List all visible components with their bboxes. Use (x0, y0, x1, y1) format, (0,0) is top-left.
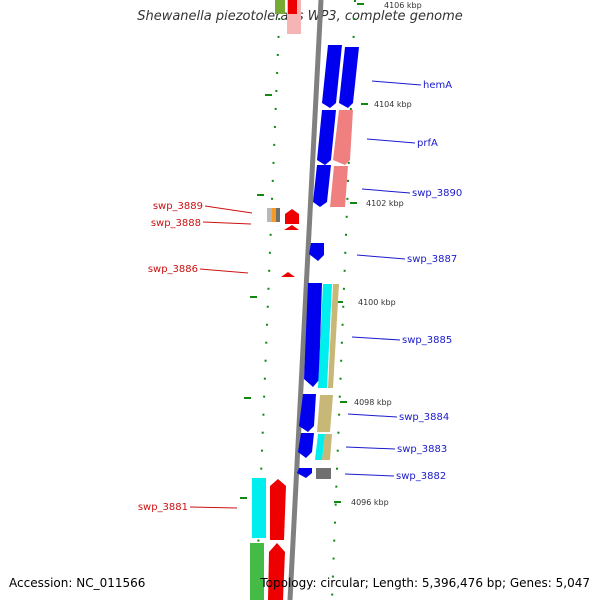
scale-label-4106: 4106 kbp (384, 1, 422, 10)
feature-swp-3884[interactable] (299, 394, 333, 432)
feature-top-olive[interactable] (275, 0, 285, 14)
callout-lines-right (344, 80, 422, 477)
major-ticks (334, 3, 368, 503)
scale-label-4096: 4096 kbp (351, 498, 389, 507)
feature-swp-3881[interactable] (252, 478, 286, 540)
inner-major-ticks (240, 94, 272, 499)
topology-text: Topology: circular; Length: 5,396,476 bp… (260, 576, 590, 590)
genome-backbone (287, 0, 324, 600)
feature-swp-3883[interactable] (298, 433, 332, 460)
gene-label-swp-3883[interactable]: swp_3883 (397, 444, 447, 455)
feature-swp-3885[interactable] (304, 283, 339, 388)
scale-label-4102: 4102 kbp (366, 199, 404, 208)
feature-swp-3889[interactable] (267, 208, 299, 224)
gene-label-swp-3889[interactable]: swp_3889 (153, 201, 203, 212)
gene-label-swp-3886[interactable]: swp_3886 (148, 264, 198, 275)
gene-label-swp-3888[interactable]: swp_3888 (151, 218, 201, 229)
feature-swp-3882[interactable] (297, 468, 331, 479)
feature-swp-3887[interactable] (309, 243, 324, 261)
gene-label-prfA[interactable]: prfA (417, 138, 438, 149)
feature-hemA[interactable] (322, 45, 359, 108)
feature-bottom-partial[interactable] (250, 543, 285, 600)
gene-label-swp-3882[interactable]: swp_3882 (396, 471, 446, 482)
feature-swp-3888[interactable] (284, 225, 299, 230)
gene-label-hemA[interactable]: hemA (423, 80, 452, 91)
gene-label-swp-3890[interactable]: swp_3890 (412, 188, 462, 199)
scale-label-4104: 4104 kbp (374, 100, 412, 109)
feature-swp-3890[interactable] (313, 165, 348, 207)
feature-swp-3886[interactable] (281, 272, 295, 277)
gene-label-swp-3884[interactable]: swp_3884 (399, 412, 449, 423)
callout-lines-left (189, 205, 253, 509)
feature-top-red[interactable] (288, 0, 297, 14)
gene-label-swp-3885[interactable]: swp_3885 (402, 335, 452, 346)
scale-label-4100: 4100 kbp (358, 298, 396, 307)
accession-text: Accession: NC_011566 (9, 576, 146, 590)
gene-label-swp-3881[interactable]: swp_3881 (138, 502, 188, 513)
scale-label-4098: 4098 kbp (354, 398, 392, 407)
gene-label-swp-3887[interactable]: swp_3887 (407, 254, 457, 265)
feature-prfA[interactable] (317, 110, 353, 165)
